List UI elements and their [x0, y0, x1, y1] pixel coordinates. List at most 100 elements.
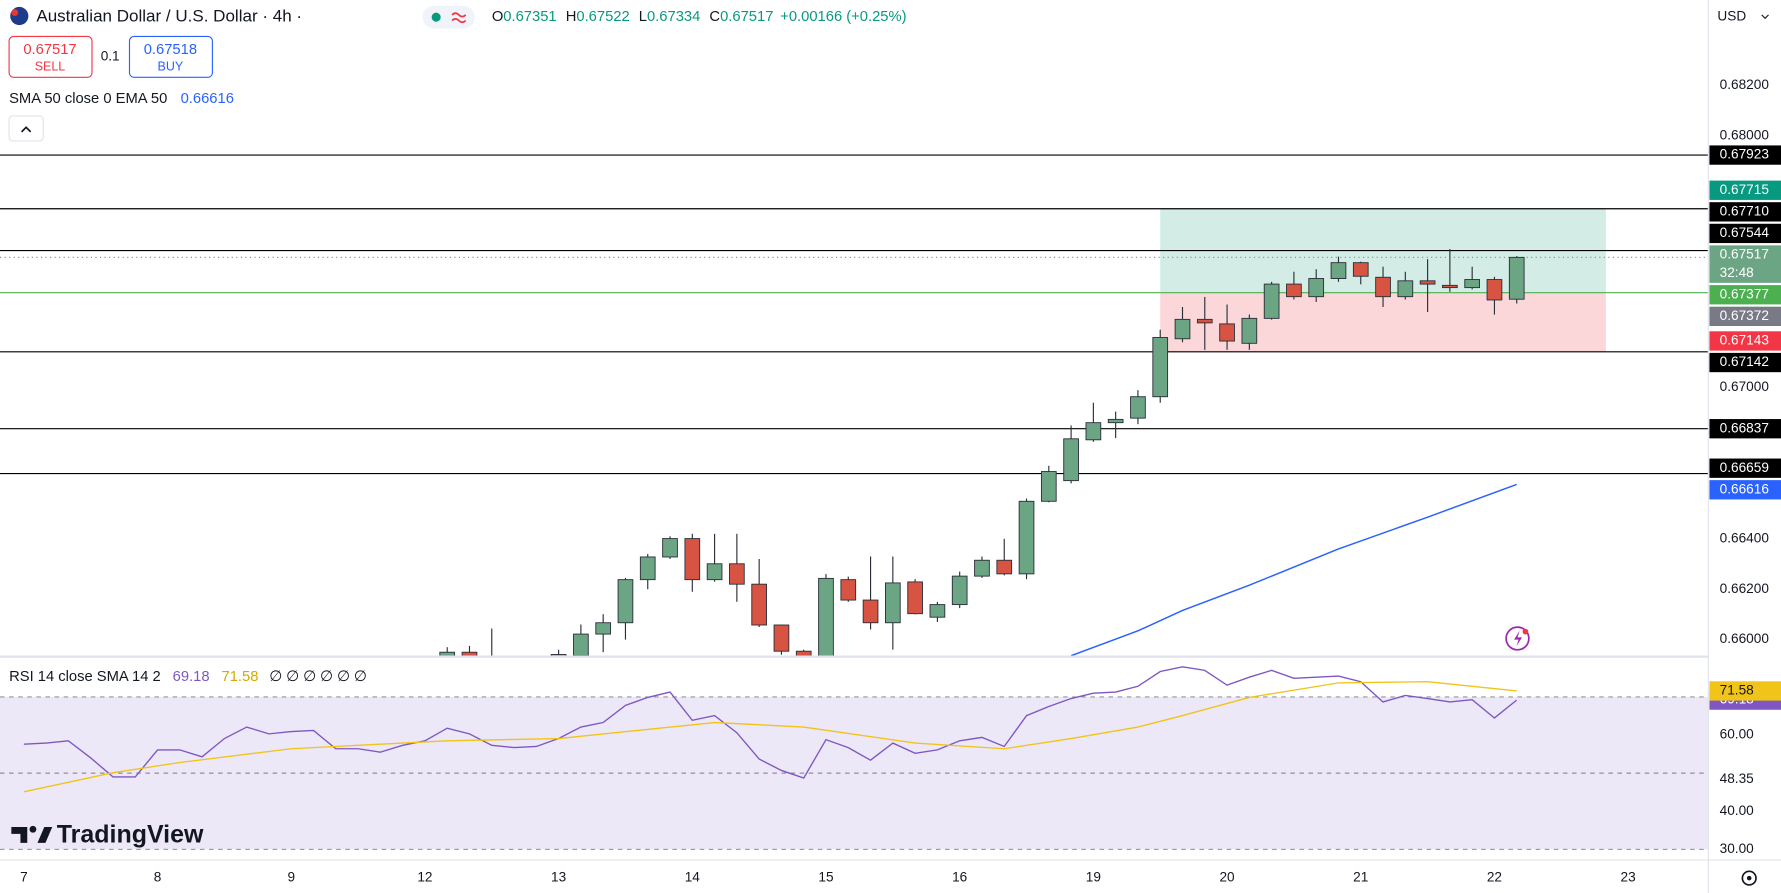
flag-icon — [10, 6, 29, 26]
ema-line — [1070, 483, 1517, 656]
candle-body-down — [773, 624, 790, 652]
ohlc-key: L — [639, 9, 647, 25]
y-tick-label: 0.67000 — [1720, 379, 1770, 394]
y-tick-label: 0.66400 — [1720, 530, 1770, 545]
rsi-legend-value: 69.18 — [173, 669, 210, 685]
price-label: 0.67710 — [1720, 203, 1770, 218]
price-label-box — [1709, 145, 1781, 165]
sell-box[interactable] — [8, 35, 93, 78]
candle-body-up — [1464, 279, 1481, 289]
candle-body-up — [1174, 318, 1191, 340]
price-label: 0.66659 — [1720, 460, 1769, 475]
candle-body-down — [729, 563, 745, 585]
rsi-legend: RSI 14 close SMA 14 2 — [9, 669, 161, 685]
x-tick-label: 22 — [1487, 870, 1502, 885]
candle-body-up — [974, 559, 990, 577]
currency-box[interactable] — [1709, 2, 1780, 32]
collapse-button[interactable] — [8, 115, 44, 142]
ohlc-change: +0.00166 (+0.25%) — [780, 9, 906, 25]
candle-body-down — [751, 583, 767, 626]
price-label: 0.67517 — [1720, 247, 1769, 262]
ohlc-key: O — [492, 9, 503, 25]
candle-body-down — [907, 581, 923, 615]
candle-body-down — [1419, 280, 1436, 285]
candle-body-up — [1508, 256, 1525, 300]
buy-label[interactable]: BUY — [158, 59, 184, 73]
rsi-marker-label: 48.35 — [1720, 771, 1754, 786]
candle-body-up — [929, 604, 946, 618]
logo-v — [37, 827, 53, 843]
x-tick-label: 9 — [287, 870, 295, 885]
x-tick-label: 23 — [1621, 870, 1636, 885]
sell-label[interactable]: SELL — [35, 59, 66, 73]
candle-body-up — [1040, 471, 1057, 502]
price-label-box — [1709, 480, 1781, 500]
candle-body-up — [706, 563, 723, 581]
price-label-box — [1709, 352, 1781, 373]
ema-legend: SMA 50 close 0 EMA 50 — [9, 91, 167, 107]
candle-body-down — [1196, 318, 1213, 324]
currency-dropdown[interactable]: USD — [1709, 2, 1780, 32]
candle-body-down — [840, 579, 857, 601]
x-tick-label: 19 — [1086, 870, 1101, 885]
sell-button[interactable]: 0.67517 SELL — [8, 35, 93, 78]
candle-body-down — [1442, 284, 1458, 289]
price-label-box — [1709, 202, 1781, 222]
y-tick-label: 0.66000 — [1720, 631, 1770, 646]
currency-chevron[interactable] — [1761, 14, 1769, 20]
price-label-box — [1709, 223, 1781, 244]
candle-body-up — [1241, 317, 1258, 344]
flag-icon-detail — [11, 9, 19, 17]
candle-body-down — [684, 538, 701, 581]
candle-body-up — [1308, 278, 1325, 298]
price-label-box — [1709, 331, 1781, 351]
candle-body-down — [1219, 323, 1235, 342]
logo-dot — [29, 825, 37, 833]
ohlc-key: C — [709, 9, 720, 25]
settings-hub[interactable] — [1746, 875, 1752, 881]
buy-box[interactable] — [128, 35, 213, 78]
candle-body-up — [1263, 283, 1280, 319]
countdown: 32:48 — [1720, 265, 1754, 280]
price-label: 0.67377 — [1720, 286, 1769, 301]
candle-body-up — [951, 575, 968, 606]
candle-body-up — [1152, 337, 1169, 398]
price-label-box — [1709, 306, 1781, 327]
currency-label[interactable]: USD — [1717, 9, 1746, 24]
price-label-box — [1709, 245, 1781, 283]
ema-legend-value: 0.66616 — [181, 91, 234, 107]
buy-button[interactable]: 0.67518 BUY — [128, 35, 213, 78]
price-label: 0.66616 — [1720, 481, 1769, 496]
rsi-sma-legend-value: 71.58 — [221, 669, 258, 685]
settings-gear[interactable] — [1741, 870, 1757, 886]
price-label: 0.67143 — [1720, 333, 1769, 348]
candle-body-up — [818, 577, 834, 656]
candle-body-up — [1063, 438, 1079, 482]
rsi-value-label: 71.58 — [1720, 683, 1754, 698]
ohlc-key: H — [566, 9, 577, 25]
y-tick-label: 60.00 — [1720, 727, 1755, 742]
rsi-value-box — [1709, 681, 1781, 701]
buy-price[interactable]: 0.67518 — [144, 42, 197, 58]
ohlc-values: O0.67351 H0.67522 L0.67334 C0.67517 +0.00166… — [492, 9, 907, 25]
candle-body-up — [1107, 418, 1124, 424]
candle-body-up — [573, 633, 589, 656]
x-tick-label: 14 — [685, 870, 701, 885]
candle-body-down — [996, 559, 1013, 575]
ohlc-value: 0.67517 — [720, 9, 773, 25]
y-tick-label: 40.00 — [1720, 803, 1755, 818]
candle-body-up — [617, 579, 634, 624]
alert-badge — [1522, 628, 1529, 635]
settings-button[interactable] — [1741, 870, 1757, 886]
candle-body-down — [795, 650, 812, 656]
price-label: 0.66837 — [1720, 420, 1769, 435]
delay-icon — [451, 12, 467, 24]
candle-body-down — [1286, 283, 1302, 298]
y-tick-label: 0.68200 — [1720, 77, 1770, 92]
collapse-chevron[interactable] — [20, 126, 32, 133]
x-tick-label: 20 — [1219, 870, 1235, 885]
price-axis: 0.682000.680000.672000.670000.664000.662… — [1709, 77, 1781, 856]
sell-price[interactable]: 0.67517 — [23, 42, 76, 58]
x-tick-label: 21 — [1353, 870, 1368, 885]
